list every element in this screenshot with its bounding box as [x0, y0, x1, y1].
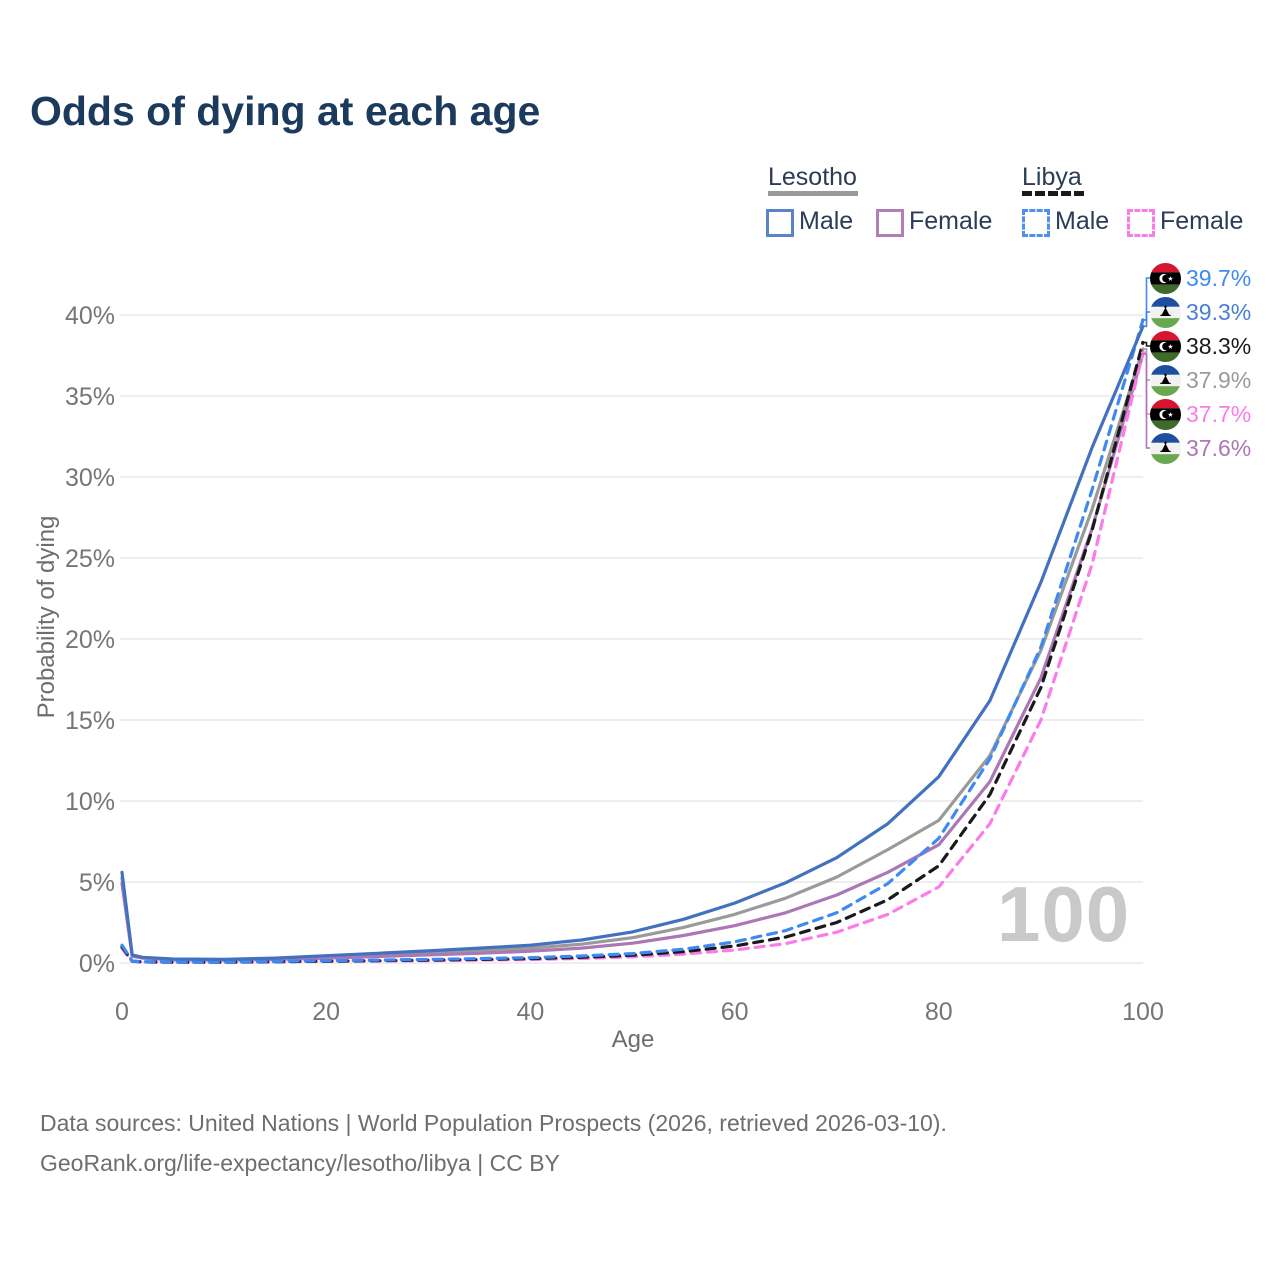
libya-flag-icon — [1150, 330, 1181, 362]
y-tick-label: 25% — [65, 545, 115, 573]
end-label-libya-female: 37.7% — [1150, 397, 1251, 431]
y-tick-label: 35% — [65, 383, 115, 411]
end-value: 39.3% — [1186, 298, 1252, 325]
end-label-lesotho-both: 37.9% — [1150, 363, 1251, 397]
x-tick-label: 40 — [516, 998, 544, 1026]
x-tick-label: 20 — [312, 998, 340, 1026]
end-value: 38.3% — [1186, 332, 1252, 359]
legend-country-libya[interactable]: Libya — [1022, 163, 1082, 191]
y-axis-title: Probability of dying — [33, 515, 60, 719]
y-tick-label: 5% — [79, 869, 115, 897]
x-tick-label: 100 — [1122, 998, 1164, 1026]
end-value: 37.7% — [1186, 400, 1252, 427]
series-line-lesotho_both[interactable] — [120, 347, 1145, 962]
series-line-lesotho_male[interactable] — [120, 324, 1145, 961]
lesotho-flag-icon — [1150, 432, 1181, 464]
series-line-lesotho_female[interactable] — [120, 352, 1145, 962]
watermark-age-100: 100 — [997, 870, 1131, 958]
attribution-line[interactable]: GeoRank.org/life-expectancy/lesotho/liby… — [40, 1150, 560, 1176]
leader-line-lesotho_male — [1141, 311, 1150, 328]
end-value: 37.9% — [1186, 366, 1252, 393]
legend-label-libya-female[interactable]: Female — [1160, 207, 1244, 235]
end-value: 37.6% — [1186, 434, 1252, 461]
legend-checkbox-lesotho-male[interactable] — [766, 209, 794, 237]
series-line-libya_male[interactable] — [120, 318, 1145, 964]
legend-label-libya-male[interactable]: Male — [1055, 207, 1110, 235]
y-tick-label: 10% — [65, 788, 115, 816]
legend-underline-libya — [1022, 191, 1084, 196]
legend-country-lesotho[interactable]: Lesotho — [768, 163, 857, 191]
x-tick-label: 60 — [721, 998, 749, 1026]
libya-flag-icon — [1150, 262, 1181, 294]
end-label-lesotho-female: 37.6% — [1150, 431, 1251, 465]
libya-flag-icon — [1150, 398, 1181, 430]
end-value: 39.7% — [1186, 264, 1252, 291]
leader-line-lesotho_female — [1141, 353, 1150, 449]
leader-line-libya_male — [1141, 277, 1150, 321]
end-label-lesotho-male: 39.3% — [1150, 295, 1251, 329]
x-axis-title: Age — [611, 1026, 655, 1053]
x-tick-label: 80 — [925, 998, 953, 1026]
legend-underline-lesotho — [768, 191, 858, 196]
legend-checkbox-libya-male[interactable] — [1022, 209, 1050, 237]
series-line-libya_both[interactable] — [120, 340, 1145, 964]
page-title: Odds of dying at each age — [30, 88, 541, 134]
series-line-libya_female[interactable] — [120, 350, 1145, 964]
data-source-line: Data sources: United Nations | World Pop… — [40, 1110, 947, 1136]
x-tick-label: 0 — [115, 998, 129, 1026]
y-tick-label: 0% — [79, 950, 115, 978]
end-label-libya-both: 38.3% — [1150, 329, 1251, 363]
legend-checkbox-lesotho-female[interactable] — [876, 209, 904, 237]
lesotho-flag-icon — [1150, 364, 1181, 396]
y-tick-label: 20% — [65, 626, 115, 654]
legend-label-lesotho-female[interactable]: Female — [909, 207, 993, 235]
y-tick-label: 15% — [65, 707, 115, 735]
y-tick-label: 40% — [65, 302, 115, 330]
lesotho-flag-icon — [1150, 296, 1181, 328]
leader-line-libya_both — [1141, 341, 1150, 347]
end-label-libya-male: 39.7% — [1150, 261, 1251, 295]
legend-checkbox-libya-female[interactable] — [1127, 209, 1155, 237]
legend-label-lesotho-male[interactable]: Male — [799, 207, 854, 235]
y-tick-label: 30% — [65, 464, 115, 492]
